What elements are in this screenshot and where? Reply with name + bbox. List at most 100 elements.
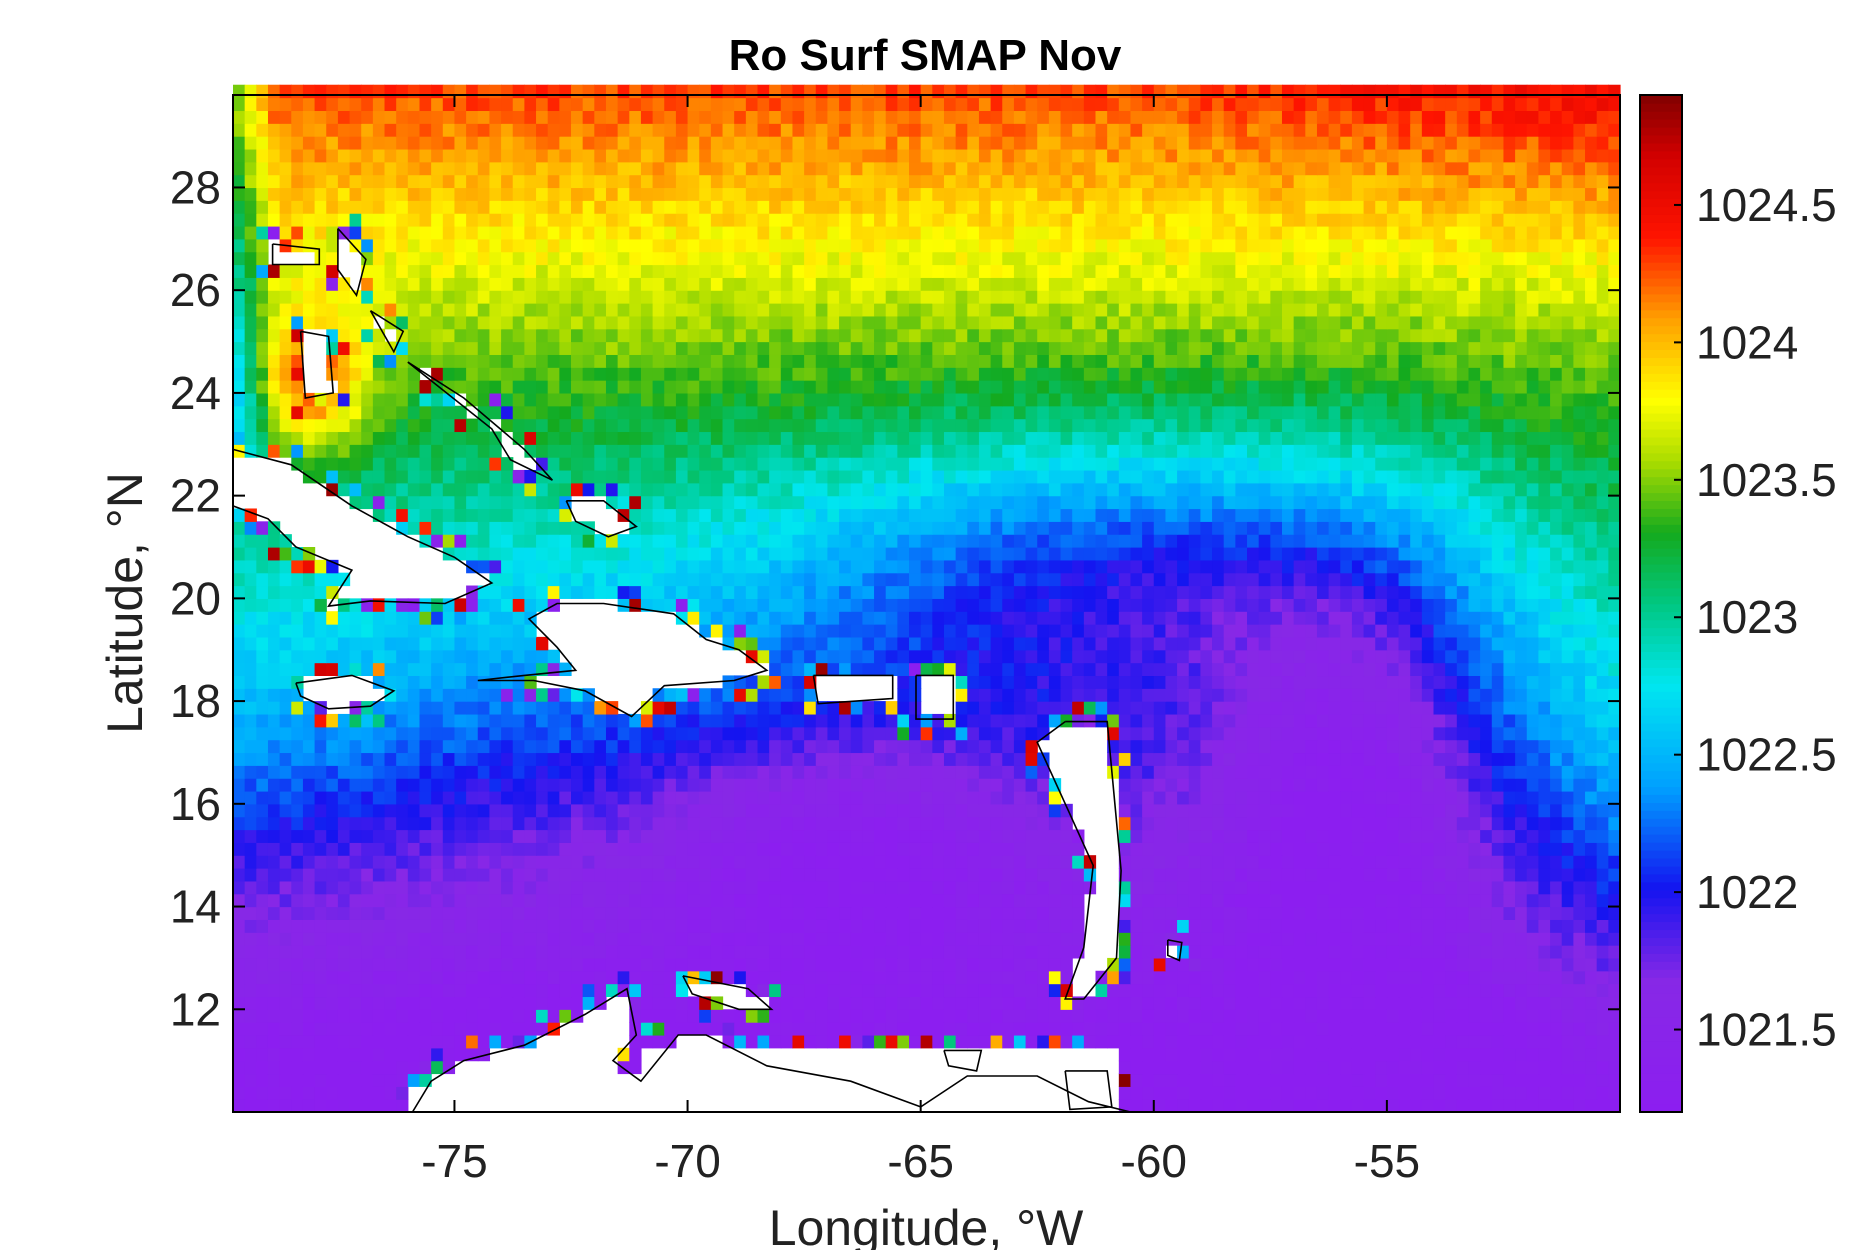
heatmap-cell xyxy=(384,983,397,998)
heatmap-cell xyxy=(967,880,980,895)
heatmap-cell xyxy=(594,765,607,779)
heatmap-cell xyxy=(1410,996,1423,1010)
heatmap-cell xyxy=(1200,559,1213,574)
heatmap-cell xyxy=(605,957,619,972)
heatmap-cell xyxy=(1223,765,1236,779)
heatmap-cell xyxy=(990,752,1003,766)
heatmap-cell xyxy=(932,970,945,985)
heatmap-cell xyxy=(1083,585,1097,599)
heatmap-cell xyxy=(1037,829,1050,843)
heatmap-cell xyxy=(699,803,712,818)
heatmap-cell xyxy=(372,701,386,715)
heatmap-cell xyxy=(1515,662,1528,677)
heatmap-cell xyxy=(920,893,933,908)
heatmap-cell xyxy=(1445,829,1458,843)
heatmap-cell xyxy=(1561,765,1574,779)
heatmap-cell xyxy=(1608,624,1621,638)
heatmap-cell xyxy=(1585,970,1598,985)
heatmap-cell xyxy=(1200,957,1213,972)
heatmap-cell xyxy=(524,636,537,651)
heatmap-cell xyxy=(1573,739,1586,754)
heatmap-cell xyxy=(909,765,922,779)
heatmap-cell xyxy=(1410,636,1423,651)
heatmap-cell xyxy=(1491,739,1505,754)
heatmap-cell xyxy=(1515,893,1528,908)
heatmap-cell xyxy=(1060,1022,1073,1036)
heatmap-cell xyxy=(1247,906,1260,920)
heatmap-cell xyxy=(1025,906,1038,920)
heatmap-cell xyxy=(1386,572,1400,587)
heatmap-cell xyxy=(1386,726,1400,741)
heatmap-cell xyxy=(1118,803,1132,818)
heatmap-cell xyxy=(1503,842,1516,856)
heatmap-cell xyxy=(757,1034,770,1049)
heatmap-cell xyxy=(1550,559,1563,574)
heatmap-cell xyxy=(862,752,875,766)
heatmap-cell xyxy=(1165,508,1178,522)
heatmap-cell xyxy=(1468,688,1481,702)
heatmap-cell xyxy=(1491,932,1505,946)
heatmap-cell xyxy=(442,778,456,792)
heatmap-cell xyxy=(652,893,665,908)
heatmap-cell xyxy=(780,547,794,561)
heatmap-cell xyxy=(909,572,922,587)
heatmap-cell xyxy=(1305,713,1318,728)
heatmap-cell xyxy=(1596,945,1609,959)
heatmap-cell xyxy=(256,842,269,856)
heatmap-cell xyxy=(1025,624,1038,638)
heatmap-cell xyxy=(524,868,537,882)
heatmap-cell xyxy=(897,919,910,933)
heatmap-cell xyxy=(594,970,607,985)
heatmap-cell xyxy=(233,649,246,664)
heatmap-cell xyxy=(1573,521,1586,535)
heatmap-cell xyxy=(1503,572,1516,587)
heatmap-cell xyxy=(850,868,863,882)
heatmap-cell xyxy=(1538,547,1551,561)
heatmap-cell xyxy=(1386,1047,1400,1062)
heatmap-cell xyxy=(524,855,537,869)
heatmap-cell xyxy=(1608,1047,1621,1062)
heatmap-cell xyxy=(1258,688,1271,702)
heatmap-cell xyxy=(1247,1099,1260,1113)
heatmap-cell xyxy=(1188,611,1202,625)
heatmap-cell xyxy=(978,675,992,689)
heatmap-cell xyxy=(1608,919,1621,933)
heatmap-cell xyxy=(1608,855,1621,869)
heatmap-cell xyxy=(233,1060,246,1075)
heatmap-cell xyxy=(431,1009,444,1023)
heatmap-cell xyxy=(1445,585,1458,599)
heatmap-cell xyxy=(1060,508,1073,522)
heatmap-cell xyxy=(1177,893,1190,908)
heatmap-cell xyxy=(1130,624,1143,638)
heatmap-cell xyxy=(804,662,817,677)
heatmap-cell xyxy=(1060,855,1073,869)
heatmap-cell xyxy=(722,713,735,728)
heatmap-cell xyxy=(256,662,269,677)
heatmap-cell xyxy=(850,790,863,805)
heatmap-cell xyxy=(442,701,456,715)
heatmap-cell xyxy=(267,598,281,612)
heatmap-cell xyxy=(1526,919,1540,933)
heatmap-cell xyxy=(687,868,700,882)
heatmap-cell xyxy=(1363,945,1376,959)
heatmap-cell xyxy=(1293,1086,1306,1100)
heatmap-cell xyxy=(1585,816,1598,831)
heatmap-cell xyxy=(291,1022,304,1036)
heatmap-cell xyxy=(1503,932,1516,946)
heatmap-cell xyxy=(1550,547,1563,561)
heatmap-cell xyxy=(314,893,327,908)
heatmap-cell xyxy=(1130,816,1143,831)
heatmap-cell xyxy=(780,688,794,702)
heatmap-cell xyxy=(1480,598,1493,612)
heatmap-cell xyxy=(302,842,316,856)
heatmap-cell xyxy=(326,1086,339,1100)
heatmap-cell xyxy=(839,534,852,548)
heatmap-cell xyxy=(1421,662,1435,677)
heatmap-cell xyxy=(745,919,759,933)
heatmap-cell xyxy=(547,790,560,805)
heatmap-cell xyxy=(675,547,689,561)
heatmap-cell xyxy=(1561,1073,1574,1087)
heatmap-cell xyxy=(745,713,759,728)
heatmap-cell xyxy=(466,611,479,625)
heatmap-cell xyxy=(1072,675,1085,689)
